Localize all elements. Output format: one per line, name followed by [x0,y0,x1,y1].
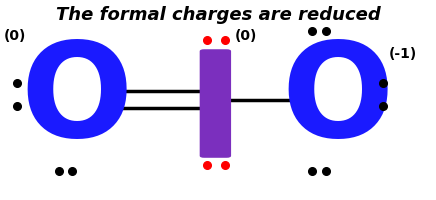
Text: The formal charges are reduced: The formal charges are reduced [56,6,380,24]
FancyBboxPatch shape [200,50,231,158]
Text: (-1): (-1) [389,47,417,61]
Text: (0): (0) [235,29,258,43]
Text: O: O [282,37,394,163]
Text: (0): (0) [4,29,27,43]
Text: O: O [20,37,133,163]
